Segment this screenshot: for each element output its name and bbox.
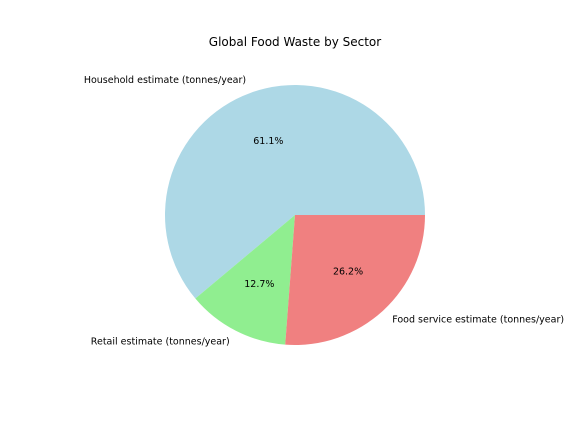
chart-title: Global Food Waste by Sector [209,35,381,49]
slice-percent-0: 61.1% [253,136,283,147]
slice-percent-1: 12.7% [244,279,274,290]
slice-label-2: Food service estimate (tonnes/year) [392,314,564,325]
pie-labels: Household estimate (tonnes/year) 61.1% Ret… [84,75,564,348]
pie-slices [164,85,425,345]
slice-percent-2: 26.2% [333,267,363,278]
slice-label-0: Household estimate (tonnes/year) [84,75,246,86]
pie-slice-0 [164,85,425,299]
pie-slice-2 [285,215,425,345]
slice-label-1: Retail estimate (tonnes/year) [91,337,230,348]
pie-slice-1 [195,215,295,345]
